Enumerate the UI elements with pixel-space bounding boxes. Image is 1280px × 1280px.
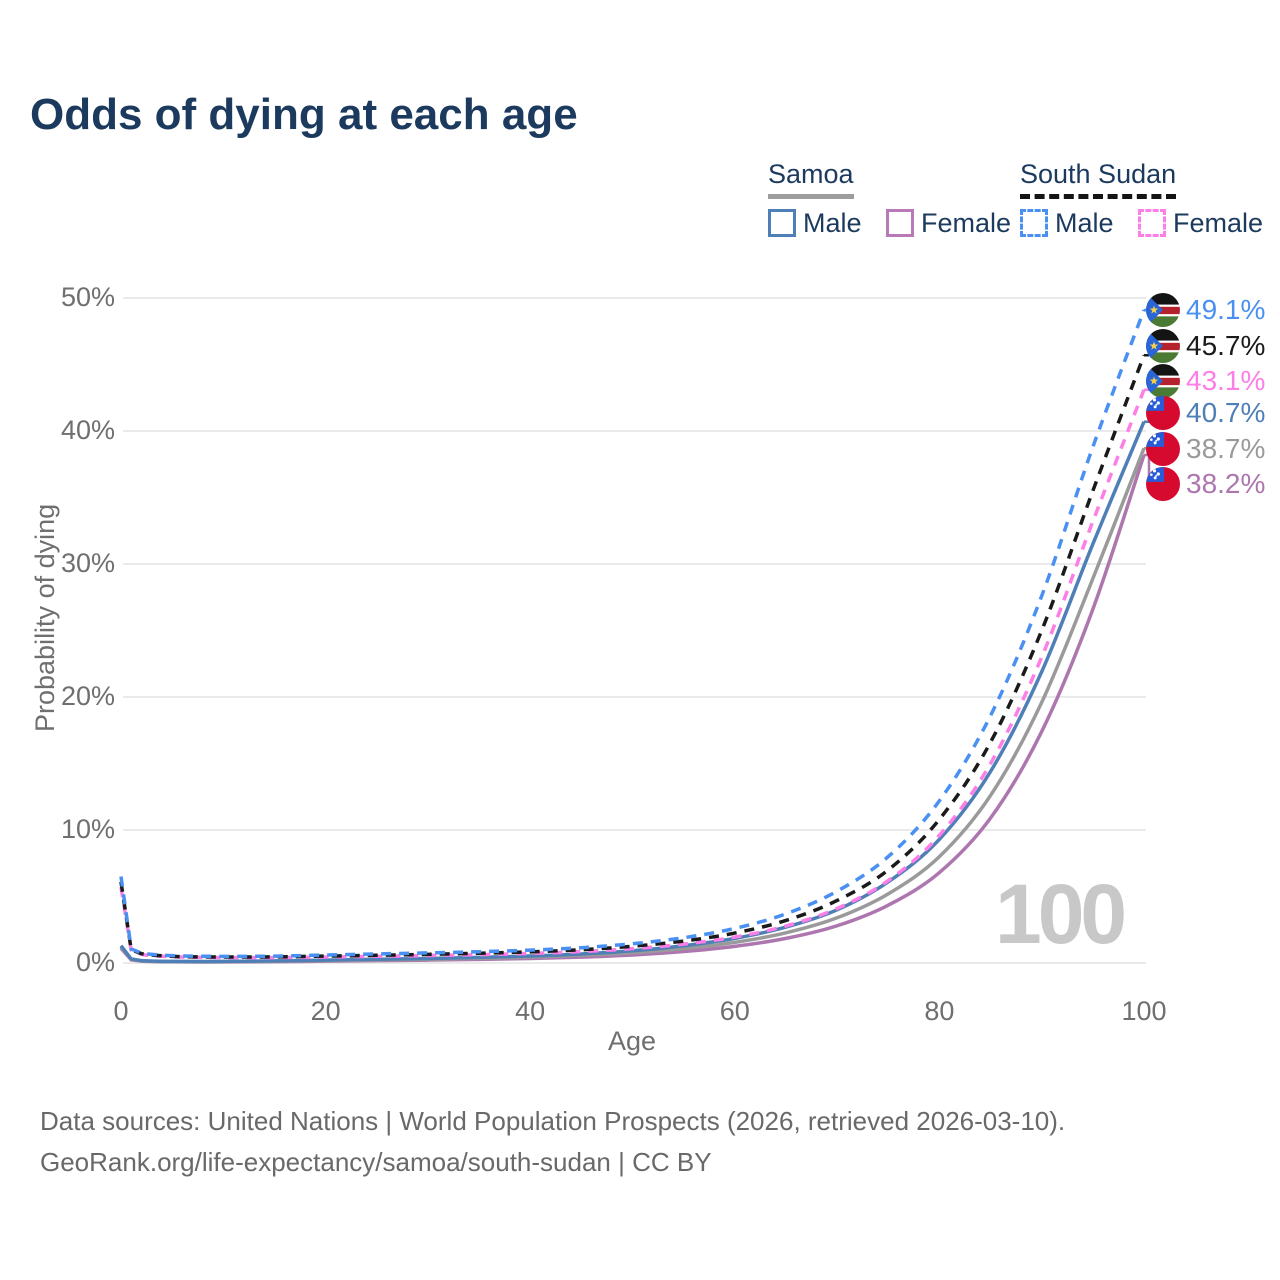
end-label-value: 49.1% bbox=[1186, 294, 1266, 325]
x-tick-label: 20 bbox=[310, 996, 341, 1026]
legend-samoa-female-label: Female bbox=[920, 207, 1012, 238]
y-axis-title: Probability of dying bbox=[30, 503, 60, 732]
age-counter-watermark: 100 bbox=[995, 867, 1127, 961]
series-line bbox=[119, 309, 1146, 959]
attribution-text: GeoRank.org/life-expectancy/samoa/south-… bbox=[40, 1147, 712, 1177]
page-title: Odds of dying at each age bbox=[30, 90, 578, 139]
end-label-samoa-both: 38.7% bbox=[1146, 432, 1265, 466]
end-label-value: 38.2% bbox=[1186, 468, 1266, 499]
legend-samoa-male-label: Male bbox=[803, 207, 862, 238]
x-axis-title: Age bbox=[607, 1026, 657, 1056]
south-sudan-flag-icon bbox=[1146, 364, 1180, 398]
samoa-flag-icon bbox=[1146, 432, 1180, 466]
x-tick-label: 80 bbox=[924, 996, 955, 1026]
legend-item-samoa-female[interactable]: Female bbox=[885, 207, 1012, 239]
legend-south-sudan-female-label: Female bbox=[1172, 207, 1264, 238]
y-tick-label: 10% bbox=[60, 814, 115, 844]
chart-canvas bbox=[119, 297, 1157, 964]
south-sudan-flag-icon bbox=[1146, 293, 1180, 327]
legend-group-samoa: Samoa Male Female bbox=[768, 159, 1012, 242]
end-label-south-sudan-both: 45.7% bbox=[1146, 329, 1265, 363]
y-tick-label: 30% bbox=[60, 548, 115, 578]
end-label-south-sudan-male: 49.1% bbox=[1146, 293, 1265, 327]
samoa-flag-icon bbox=[1146, 467, 1180, 501]
data-sources-text: Data sources: United Nations | World Pop… bbox=[40, 1106, 1066, 1136]
end-label-value: 43.1% bbox=[1186, 365, 1266, 396]
legend-samoa-title[interactable]: Samoa bbox=[768, 159, 854, 199]
legend-south-sudan-male-label: Male bbox=[1055, 207, 1114, 238]
end-label-value: 38.7% bbox=[1186, 433, 1266, 464]
x-tick-label: 0 bbox=[113, 996, 129, 1026]
legend-group-south-sudan: South Sudan Male Female bbox=[1020, 159, 1264, 242]
y-tick-label: 50% bbox=[60, 282, 115, 312]
legend-item-samoa-male[interactable]: Male bbox=[768, 208, 862, 239]
series-line bbox=[119, 454, 1146, 964]
legend-item-south-sudan-female[interactable]: Female bbox=[1137, 207, 1264, 239]
south-sudan-female-swatch-icon bbox=[1137, 209, 1166, 238]
y-tick-label: 0% bbox=[75, 947, 115, 977]
end-label-south-sudan-female: 43.1% bbox=[1146, 364, 1265, 398]
series-line bbox=[119, 354, 1146, 959]
series-line bbox=[119, 421, 1146, 964]
samoa-male-swatch-icon bbox=[768, 209, 796, 238]
x-tick-label: 40 bbox=[515, 996, 546, 1026]
legend-south-sudan-title[interactable]: South Sudan bbox=[1020, 159, 1177, 199]
samoa-flag-icon bbox=[1146, 396, 1180, 430]
end-label-samoa-male: 40.7% bbox=[1146, 396, 1265, 430]
series-line bbox=[119, 447, 1146, 964]
legend-item-south-sudan-male[interactable]: Male bbox=[1020, 208, 1114, 239]
south-sudan-male-swatch-icon bbox=[1020, 209, 1048, 238]
end-label-value: 40.7% bbox=[1186, 397, 1266, 428]
end-label-samoa-female: 38.2% bbox=[1146, 467, 1265, 501]
y-tick-label: 40% bbox=[60, 415, 115, 445]
series-line bbox=[119, 389, 1146, 960]
south-sudan-flag-icon bbox=[1146, 329, 1180, 363]
samoa-female-swatch-icon bbox=[885, 209, 914, 238]
x-tick-label: 100 bbox=[1121, 996, 1167, 1026]
y-tick-label: 20% bbox=[60, 681, 115, 711]
x-tick-label: 60 bbox=[719, 996, 750, 1026]
end-label-value: 45.7% bbox=[1186, 330, 1266, 361]
